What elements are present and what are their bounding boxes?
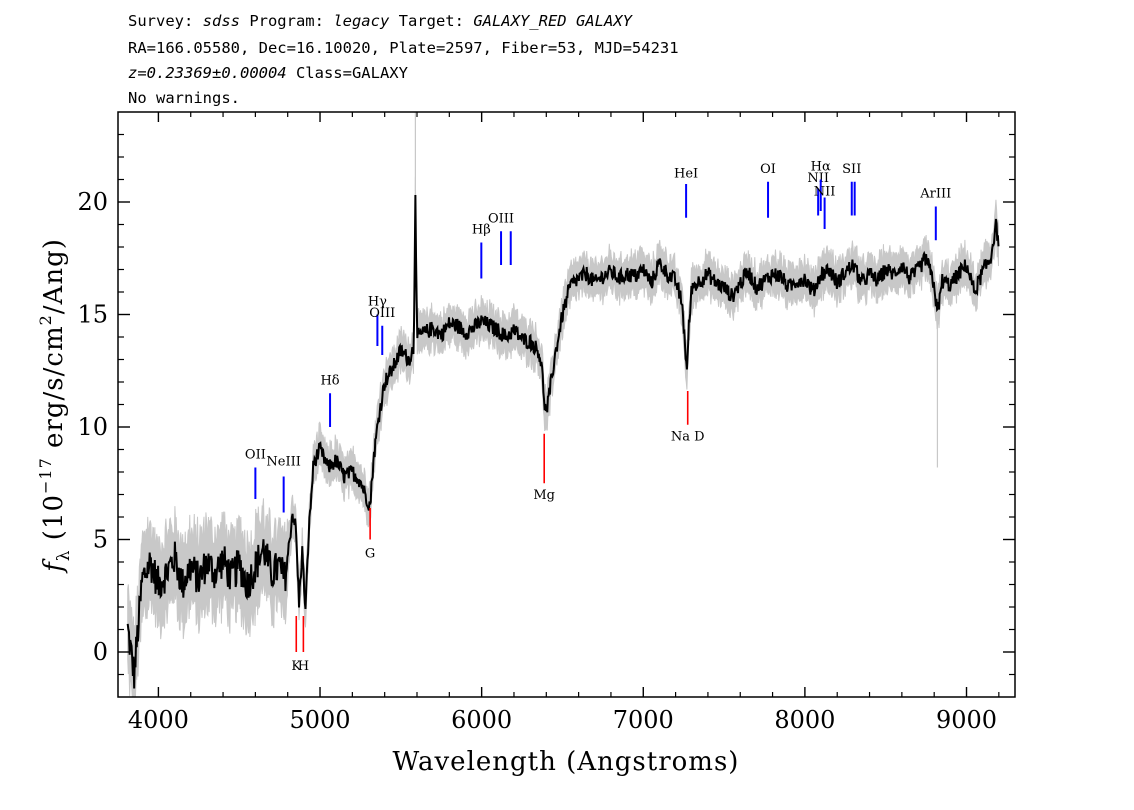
line-label-nii-12: NII (814, 184, 836, 199)
x-axis-label: Wavelength (Angstroms) (393, 747, 740, 777)
x-tick-label-6000: 6000 (451, 706, 512, 734)
y-tick-label-10: 10 (77, 413, 108, 441)
line-label-sii-13: SII (842, 162, 861, 177)
x-tick-label-4000: 4000 (128, 706, 189, 734)
redshift-value: z=0.23369±0.00004 (128, 64, 287, 82)
noise-area (127, 176, 1000, 698)
line-label-h-17: H (298, 659, 309, 674)
line-label-hγ-3: Hγ (368, 295, 387, 310)
header-line-3: z=0.23369±0.00004 Class=GALAXY (128, 64, 408, 82)
line-label-hβ-5: Hβ (472, 223, 491, 238)
line-label-nii-10: NII (807, 171, 829, 186)
line-label-ariii-15: ArIII (919, 187, 951, 202)
line-label-na-d-20: Na D (671, 430, 705, 445)
line-label-hα-11: Hα (811, 160, 831, 175)
y-axis-label: fλ (10−17 erg/s/cm2/Ang) (36, 238, 74, 574)
noise-band (127, 112, 1000, 698)
axis-ticks: 4000 5000 6000 7000 8000 9000 0 5 10 15 20 (77, 112, 1015, 734)
svg-text:fλ (10−17 erg/s/cm2/Ang): fλ (10−17 erg/s/cm2/Ang) (36, 238, 74, 574)
line-label-neiii-1: NeIII (266, 454, 300, 469)
line-label-oiii-4: OIII (369, 306, 395, 321)
x-tick-label-5000: 5000 (289, 706, 350, 734)
header-line-2: RA=166.05580, Dec=16.10020, Plate=2597, … (128, 39, 679, 57)
x-tick-label-7000: 7000 (613, 706, 674, 734)
line-label-k-16: K (291, 659, 301, 674)
line-label-mg-19: Mg (533, 488, 555, 503)
line-label-oiii-6: OIII (488, 211, 514, 226)
x-tick-label-8000: 8000 (774, 706, 835, 734)
flux-series (126, 195, 1000, 689)
y-tick-label-0: 0 (93, 638, 108, 666)
line-label-oii-0: OII (245, 448, 266, 463)
y-tick-label-20: 20 (77, 188, 108, 216)
plot-frame (117, 111, 1016, 698)
y-tick-label-15: 15 (77, 301, 108, 329)
program-value: legacy (333, 12, 390, 30)
target-value: GALAXY_RED GALAXY (473, 12, 632, 30)
flux-line (126, 195, 1000, 689)
x-tick-label-9000: 9000 (936, 706, 997, 734)
line-label-g-18: G (365, 547, 375, 562)
line-label-hδ-2: Hδ (320, 373, 339, 388)
header-line-1: Survey: sdss Program: legacy Target: GAL… (128, 12, 632, 30)
y-tick-label-5: 5 (93, 526, 108, 554)
class-value: Class=GALAXY (286, 64, 408, 82)
survey-value: sdss (202, 12, 240, 30)
line-label-oi-9: OI (760, 162, 776, 177)
header-line-4: No warnings. (128, 89, 240, 107)
line-label-hei-8: HeI (674, 166, 698, 181)
